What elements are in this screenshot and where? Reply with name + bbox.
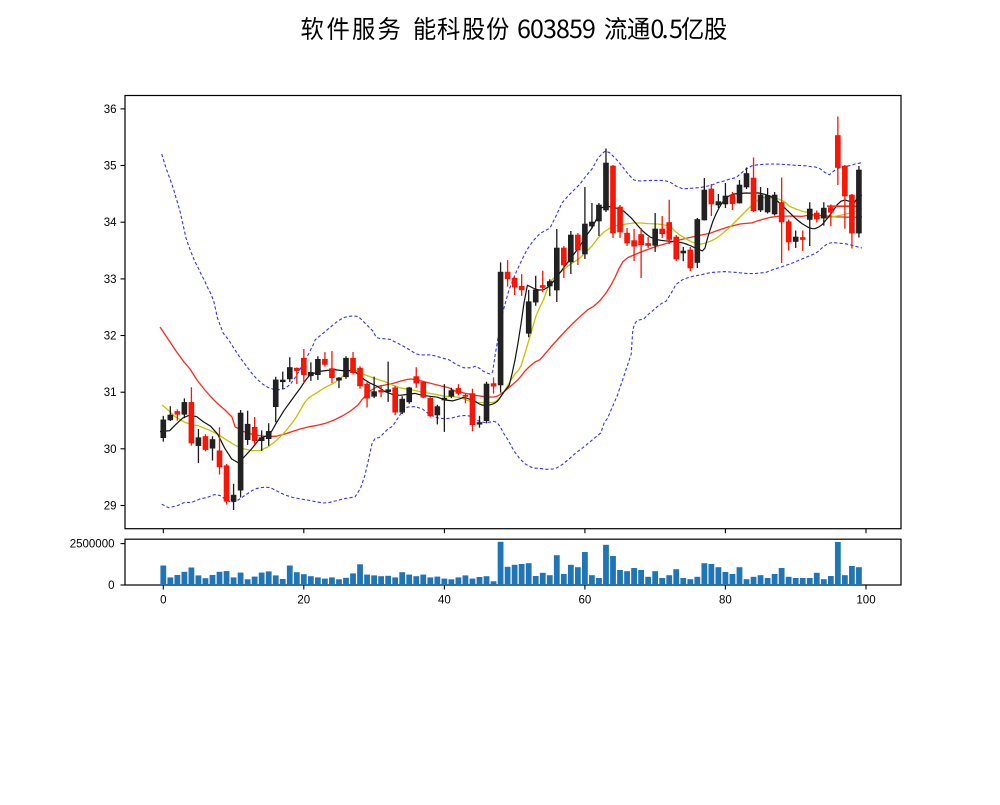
svg-text:100: 100: [856, 595, 875, 607]
svg-text:30: 30: [104, 444, 117, 456]
svg-text:35: 35: [104, 161, 117, 173]
svg-text:0: 0: [108, 580, 114, 592]
svg-text:60: 60: [579, 595, 592, 607]
svg-text:32: 32: [104, 331, 117, 343]
svg-text:20: 20: [297, 595, 310, 607]
svg-text:31: 31: [104, 387, 117, 399]
svg-text:29: 29: [104, 501, 117, 513]
svg-text:2500000: 2500000: [70, 539, 115, 551]
svg-text:33: 33: [104, 274, 117, 286]
svg-text:0: 0: [160, 595, 166, 607]
svg-text:34: 34: [104, 217, 117, 229]
svg-text:80: 80: [719, 595, 732, 607]
svg-text:36: 36: [104, 104, 117, 116]
svg-text:40: 40: [438, 595, 451, 607]
